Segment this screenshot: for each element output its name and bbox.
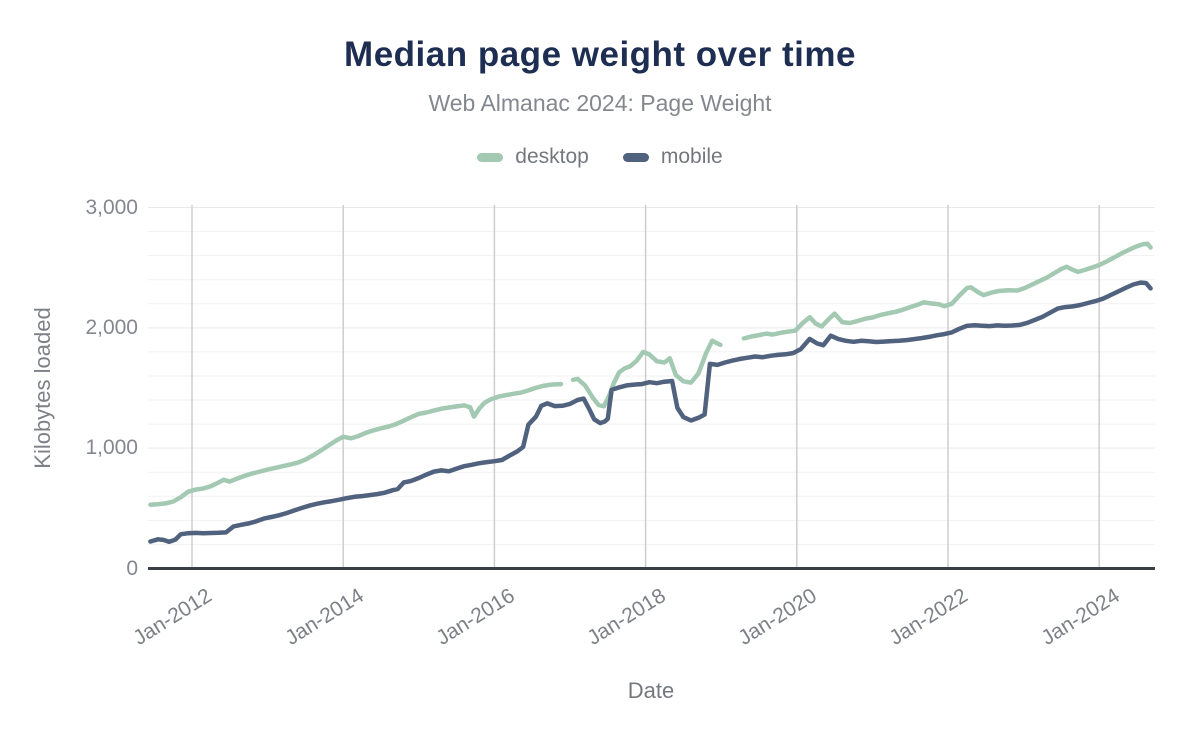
chart-subtitle: Web Almanac 2024: Page Weight (428, 90, 772, 116)
chart-legend: desktop mobile (0, 143, 1200, 171)
legend-item-mobile[interactable]: mobile (622, 145, 723, 169)
desktop-series-line[interactable] (741, 241, 1153, 341)
y-tick-label: 3,000 (85, 195, 138, 219)
y-tick-label: 2,000 (85, 315, 138, 339)
y-tick-label: 0 (126, 556, 138, 580)
legend-label-mobile: mobile (660, 145, 723, 168)
desktop-series-line[interactable] (570, 338, 723, 409)
desktop-series-line[interactable] (148, 381, 564, 507)
x-axis-title: Date (627, 678, 675, 703)
legend-label-desktop: desktop (515, 145, 589, 168)
mobile-series-swatch-icon (622, 152, 649, 162)
y-axis-title: Kilobytes loaded (30, 307, 55, 469)
y-tick-label: 1,000 (85, 436, 138, 460)
desktop-series-swatch-icon (477, 152, 504, 162)
mobile-series-line[interactable] (148, 280, 1153, 545)
legend-item-desktop[interactable]: desktop (477, 145, 589, 169)
chart-title: Median page weight over time (344, 35, 856, 74)
